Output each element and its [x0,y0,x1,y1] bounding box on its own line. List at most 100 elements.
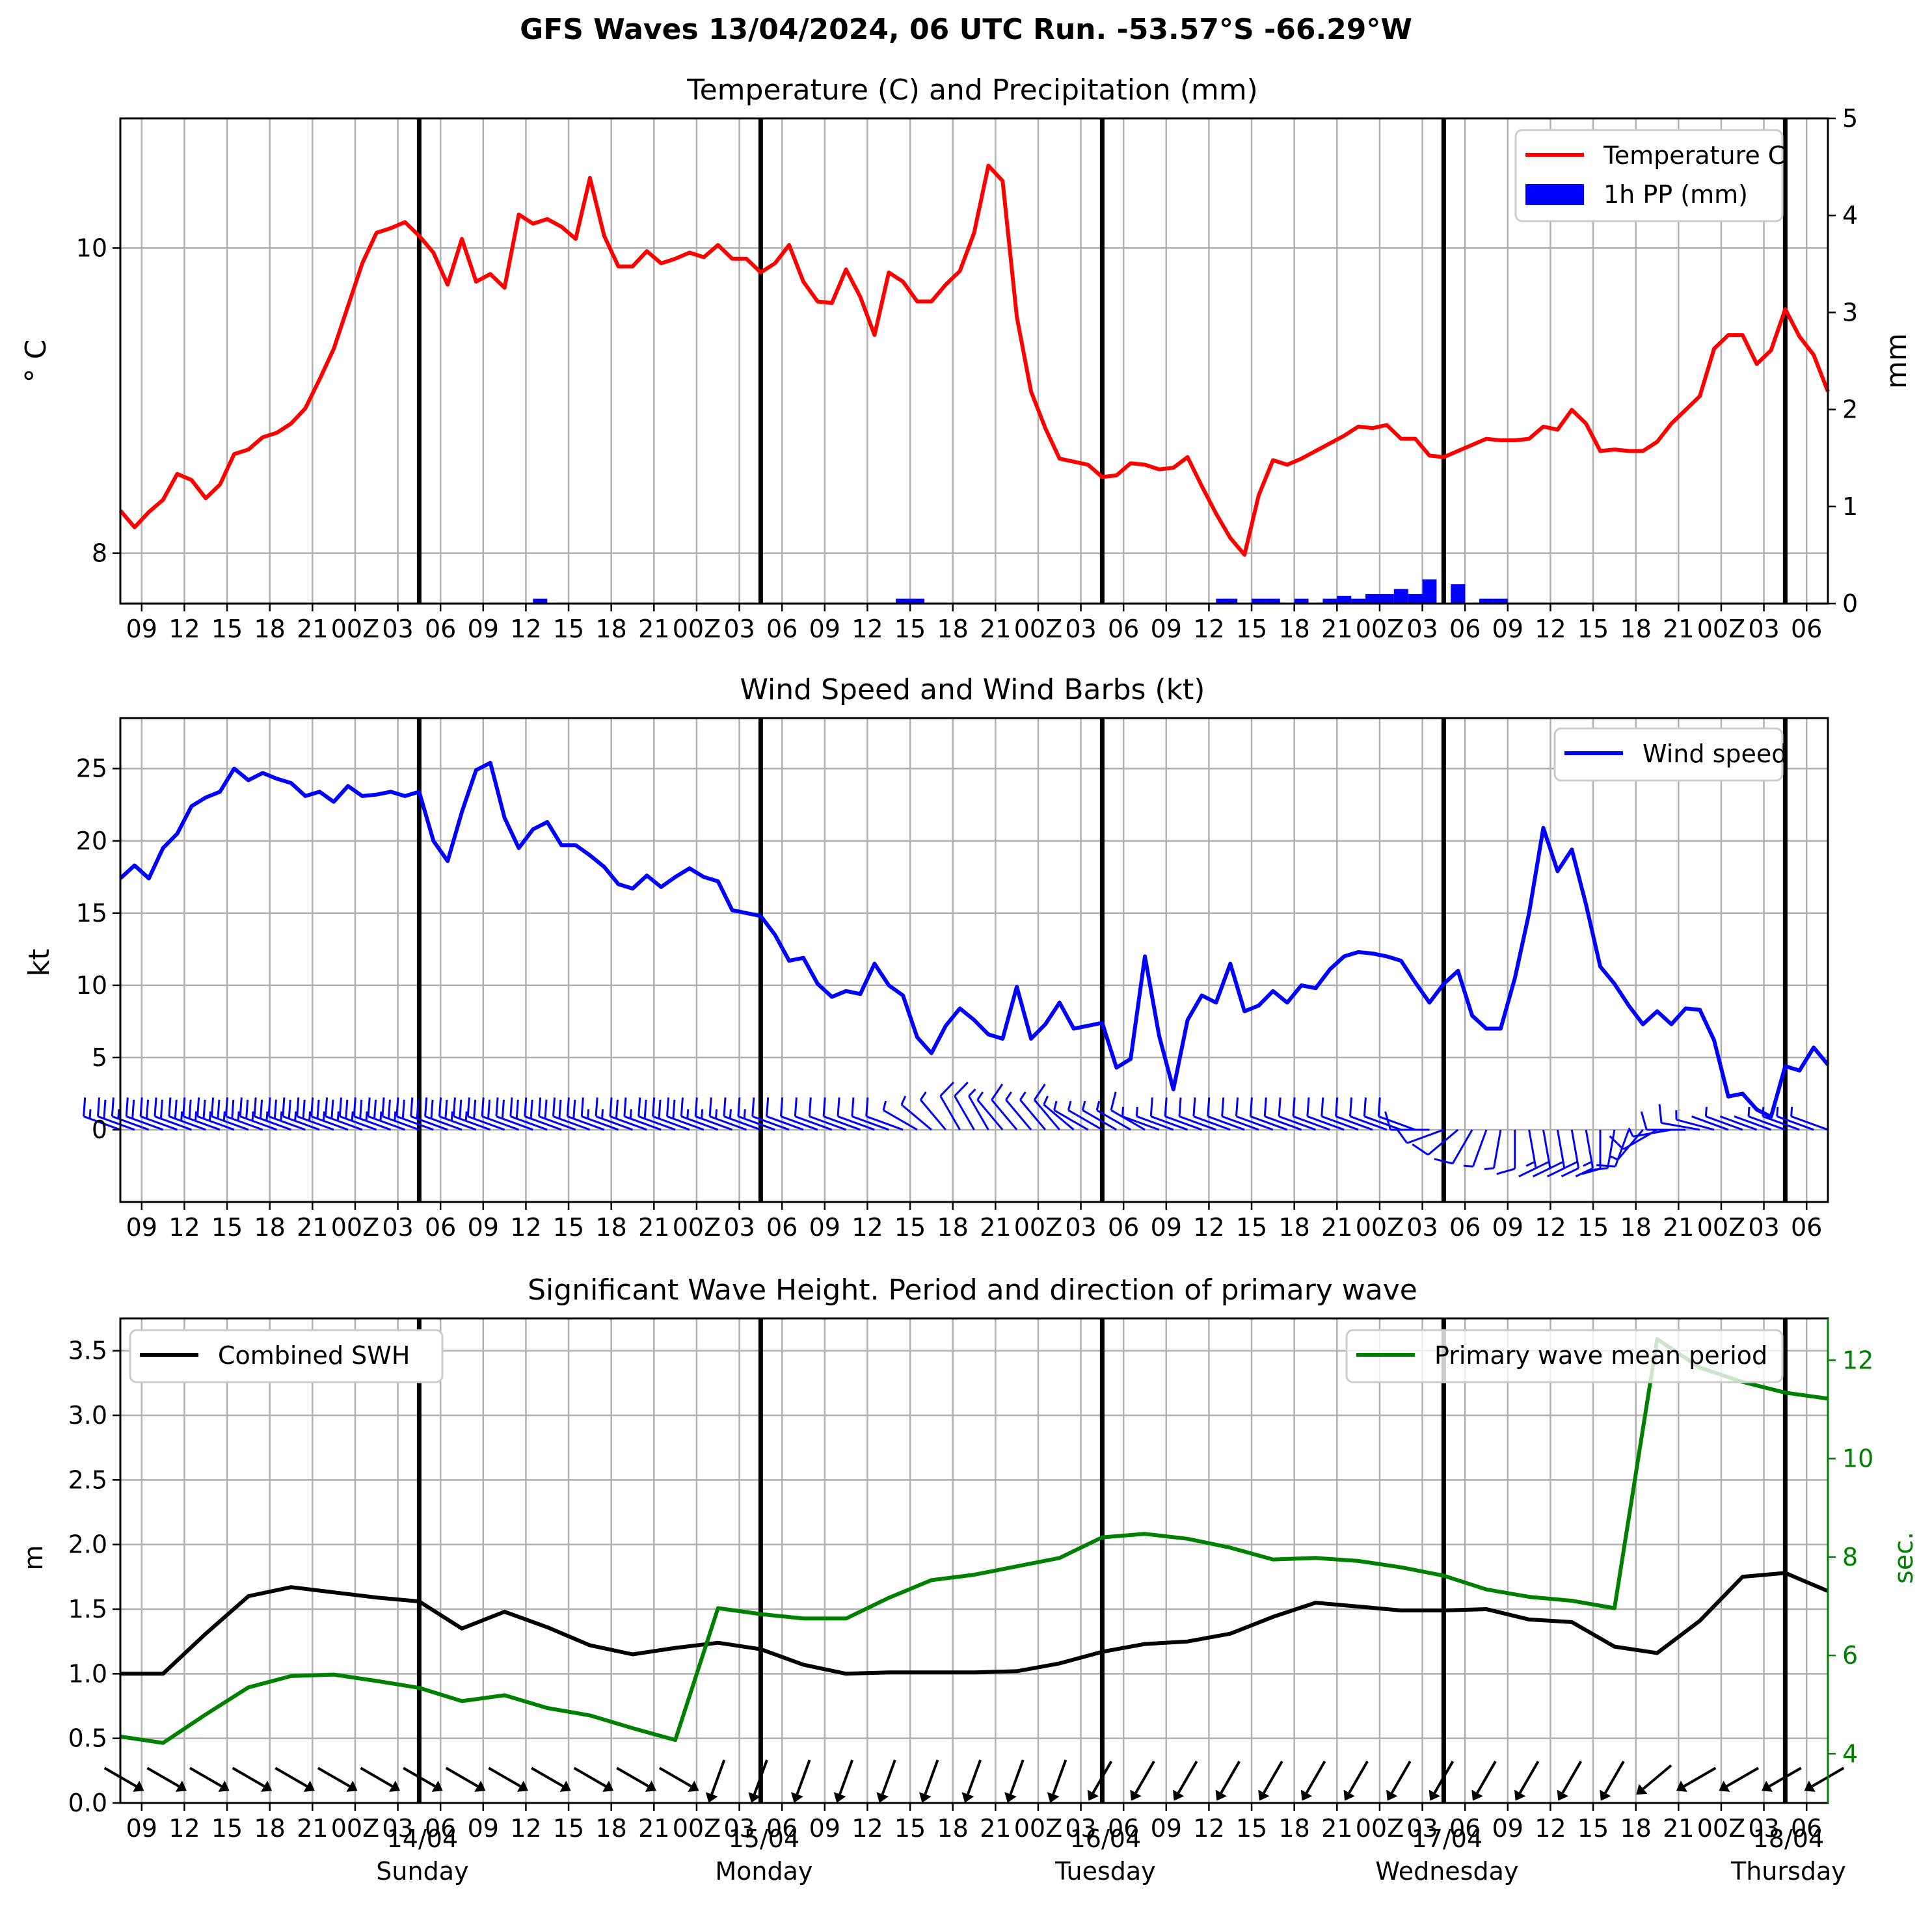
barb-flag [438,1097,442,1117]
barb-half [180,1111,183,1121]
x-tick-label: 09 [468,615,499,643]
barb-shaft [1378,1115,1416,1131]
x-tick-label: 03 [1748,1213,1779,1242]
barb-shaft [1349,1115,1388,1131]
barb-flag [808,1097,812,1117]
wind-barb [652,1097,690,1131]
x-tick-label: 09 [126,615,157,643]
arrow-head [1762,1780,1773,1792]
barb-flag [310,1097,314,1117]
y2-tick-label: 8 [1842,1543,1858,1571]
barb-flag [552,1097,556,1117]
arrow-head [961,1792,974,1803]
x-tick-label: 12 [168,1213,200,1242]
barb-half [450,1111,453,1121]
arrow-head [919,1792,932,1803]
temperature-axes: 09 12 15 18 21 00Z 03 06 09 12 15 18 21 00Z 03 06 09 12 15… [76,104,1858,643]
x-tick-label: 03 [1406,615,1438,643]
barb-half [322,1111,325,1121]
barb-flag [353,1097,356,1117]
barb-shaft [1207,1115,1245,1131]
barb-shaft [1321,1115,1359,1131]
arrow-shaft [753,1759,768,1795]
barb-flag [595,1097,598,1117]
wind-barb [1412,1128,1459,1156]
x-tick-label: 21 [297,1814,328,1843]
arrow-head [133,1780,144,1792]
y-tick-label: 10 [76,234,107,262]
wave-arrow [1215,1761,1241,1801]
barb-flag [680,1097,684,1117]
wind-barb [991,1084,1018,1130]
wind-barb [1434,1129,1473,1165]
barb-flag [260,1099,263,1119]
arrow-shaft [1009,1759,1025,1795]
x-tick-label: 12 [510,615,541,643]
wave-arrow [317,1767,358,1792]
barb-shaft [752,1115,790,1131]
wind-barb [168,1097,206,1131]
barb-shaft [1293,1115,1330,1131]
barb-half [743,1109,746,1119]
wind-barb [310,1097,349,1131]
barb-flag [188,1099,192,1119]
x-tick-label: 00Z [1356,1213,1404,1242]
barb-shaft [1719,1115,1758,1131]
barb-shaft [920,1099,946,1130]
wind-barb [623,1097,662,1131]
barb-flag [572,1099,576,1119]
x-tick-label: 09 [126,1814,157,1843]
precip-bar [1365,594,1380,604]
x-tick-label: 00Z [331,1814,379,1843]
wave-arrow [189,1767,230,1792]
wind-barb [1235,1097,1274,1131]
barb-half [587,1109,590,1119]
wind-barb [1292,1097,1330,1131]
barb-shaft [1164,1115,1203,1131]
barb-flag [217,1099,221,1119]
wave-arrow [919,1759,939,1803]
barb-shaft [1005,1099,1032,1130]
wave-arrow [1087,1761,1113,1801]
barb-flag [1384,1111,1391,1130]
wind-barb [882,1101,918,1131]
temperature-grid [120,118,1828,604]
barb-flag [1292,1097,1296,1117]
x-tick-label: 21 [980,1213,1011,1242]
x-tick-label: 03 [723,1213,755,1242]
wind-barb [822,1097,861,1131]
y2-tick-label: 4 [1842,201,1858,230]
barb-flag [202,1099,206,1119]
x-tick-label: 00Z [331,615,379,643]
barb-half [117,1109,120,1119]
barb-flag [416,1099,420,1119]
barb-flag [1560,1160,1578,1171]
x-tick-label: 15 [211,1814,243,1843]
x-tick-label: 00Z [331,1213,379,1242]
x-tick-label: 09 [1151,615,1182,643]
arrow-head [1173,1789,1185,1801]
x-tick-label: 12 [852,1814,883,1843]
x-tick-label: 12 [1535,1814,1566,1843]
barb-flag [794,1097,798,1117]
arrow-shaft [1683,1767,1717,1787]
wave-arrow [531,1767,571,1792]
x-tick-label: 12 [168,1814,200,1843]
wind-barb [919,1091,946,1130]
x-tick-label: 06 [766,615,798,643]
arrow-shaft [317,1767,351,1787]
wave-arrow [1600,1761,1625,1801]
barb-flag [168,1097,172,1117]
wave-arrow [876,1759,896,1803]
x-tick-label: 21 [1321,615,1352,643]
wave-arrow [1386,1761,1412,1801]
wind-barb [1110,1091,1146,1131]
wind-barb [1095,1101,1131,1131]
arrow-head [1258,1789,1270,1801]
x-tick-label: 03 [1406,1213,1438,1242]
wind-barb [367,1097,406,1131]
x-tick-label: 09 [809,615,840,643]
wind-speed-line [118,760,1830,1119]
wind-barb [552,1097,591,1131]
barb-half [629,1109,632,1119]
